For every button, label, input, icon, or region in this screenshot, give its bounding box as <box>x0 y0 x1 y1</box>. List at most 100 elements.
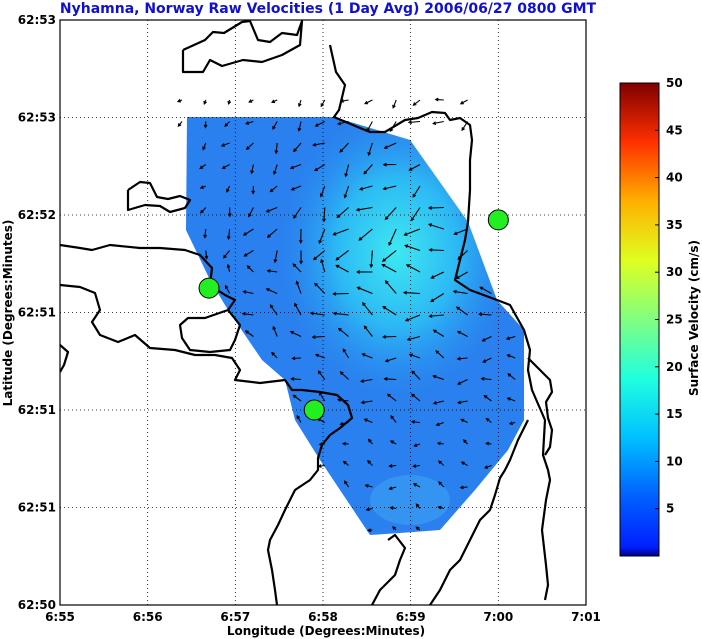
velocity-vector-head <box>412 193 417 198</box>
velocity-vector-head <box>389 440 394 444</box>
radar-site-marker <box>487 209 509 231</box>
velocity-vector-head <box>223 254 227 259</box>
velocity-vector <box>243 228 254 236</box>
velocity-vector <box>245 120 254 125</box>
velocity-vector-head <box>226 188 230 193</box>
velocity-vector-head <box>435 422 440 427</box>
velocity-vector <box>438 481 445 488</box>
velocity-vector-head <box>506 397 511 401</box>
velocity-vector-head <box>177 123 182 128</box>
velocity-vector <box>312 335 325 338</box>
velocity-vector-head <box>462 439 467 444</box>
velocity-vector-head <box>428 248 433 252</box>
velocity-vector-head <box>339 148 344 153</box>
velocity-vector <box>271 352 278 359</box>
velocity-vector-head <box>242 290 247 294</box>
velocity-vector <box>318 370 326 380</box>
velocity-vector-head <box>402 290 408 295</box>
velocity-vector-head <box>337 327 342 332</box>
velocity-vector <box>345 164 350 177</box>
velocity-vector-head <box>438 481 442 486</box>
velocity-vector <box>270 304 278 316</box>
velocity-vector <box>370 250 373 268</box>
velocity-vector <box>342 348 350 359</box>
velocity-vector <box>384 378 397 381</box>
x-tick-label: 6:55 <box>45 610 75 624</box>
velocity-vector-head <box>309 311 314 316</box>
velocity-vector <box>388 228 397 246</box>
velocity-vector <box>408 120 421 123</box>
x-axis-label: Longitude (Degrees:Minutes) <box>227 624 425 638</box>
colorbar-label: Surface Velocity (cm/s) <box>687 240 701 396</box>
velocity-vector-head <box>428 314 433 318</box>
velocity-vector <box>368 142 373 156</box>
velocity-vector-head <box>250 170 254 175</box>
velocity-vector <box>433 400 444 404</box>
velocity-vector <box>242 313 254 316</box>
velocity-vector-head <box>436 441 441 446</box>
velocity-vector-head <box>294 302 298 307</box>
velocity-vector <box>413 99 421 106</box>
velocity-vector-head <box>383 377 388 381</box>
velocity-vector-head <box>199 209 204 214</box>
velocity-vector <box>456 271 468 279</box>
velocity-vector <box>227 228 231 239</box>
y-tick-labels: 62:53 62:53 62:52 62:51 62:51 62:51 62:50 <box>18 13 56 612</box>
velocity-vector <box>506 335 516 340</box>
velocity-vector-head <box>292 263 297 268</box>
velocity-vector <box>406 264 421 273</box>
velocity-vector <box>364 418 373 424</box>
velocity-vector-head <box>320 103 325 108</box>
velocity-vector-head <box>427 206 432 210</box>
velocity-vector-head <box>289 330 294 335</box>
velocity-vector <box>457 330 468 337</box>
velocity-vector-head <box>461 127 466 132</box>
velocity-vector <box>323 207 326 222</box>
velocity-vector-head <box>483 394 488 399</box>
velocity-vector <box>221 142 230 147</box>
velocity-vector-head <box>482 359 487 363</box>
velocity-vector <box>314 283 326 294</box>
velocity-vector-head <box>361 353 366 357</box>
velocity-vector <box>366 121 373 132</box>
velocity-vector <box>461 418 468 423</box>
velocity-vector <box>251 164 254 174</box>
velocity-vector-head <box>392 526 396 530</box>
velocity-vector-head <box>199 185 204 189</box>
velocity-vector <box>435 350 445 359</box>
velocity-vector <box>359 185 373 190</box>
velocity-vector <box>200 207 207 214</box>
velocity-vector-head <box>456 356 461 361</box>
velocity-vector <box>293 207 302 219</box>
velocity-vector-head <box>481 337 486 342</box>
y-axis-label: Latitude (Degrees:Minutes) <box>1 220 15 407</box>
velocity-vector <box>227 264 231 273</box>
velocity-vector-head <box>297 127 302 132</box>
velocity-vector-head <box>485 441 490 446</box>
velocity-vector-head <box>364 484 369 488</box>
velocity-vector-head <box>432 374 437 379</box>
velocity-vector <box>387 393 397 402</box>
velocity-vector <box>409 353 421 359</box>
velocity-vector-head <box>298 239 303 244</box>
velocity-vector <box>357 286 373 295</box>
velocity-vector-head <box>204 255 209 260</box>
velocity-vector-head <box>432 401 437 405</box>
velocity-vector <box>335 264 349 273</box>
velocity-vector-head <box>453 231 458 236</box>
colorbar-gradient <box>619 82 660 557</box>
velocity-vector-head <box>412 464 417 468</box>
colorbar-ticks: 5 10 15 20 25 30 35 40 45 50 <box>655 76 683 516</box>
velocity-vector-head <box>413 443 418 447</box>
velocity-vector <box>338 328 349 337</box>
velocity-vector-head <box>356 286 361 291</box>
velocity-vector <box>204 228 207 238</box>
velocity-vector <box>382 306 397 316</box>
velocity-vector <box>315 354 325 359</box>
velocity-vector <box>404 244 421 252</box>
velocity-vector-head <box>242 232 247 236</box>
velocity-vector-head <box>410 419 415 424</box>
velocity-vector-head <box>176 98 182 103</box>
velocity-vector <box>247 265 254 273</box>
velocity-vector <box>385 357 397 362</box>
